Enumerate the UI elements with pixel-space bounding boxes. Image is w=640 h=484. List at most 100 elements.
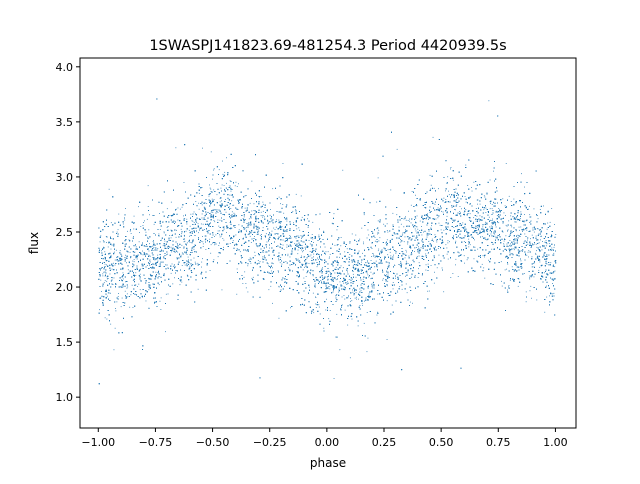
data-point xyxy=(111,263,113,265)
data-point xyxy=(426,232,428,234)
data-point xyxy=(370,260,372,261)
data-point xyxy=(202,147,203,149)
data-point xyxy=(490,203,491,204)
data-point xyxy=(111,244,113,246)
data-point xyxy=(532,266,534,268)
data-point xyxy=(521,266,523,268)
data-point xyxy=(446,182,448,184)
data-point xyxy=(447,226,449,228)
data-point xyxy=(436,267,438,269)
data-point xyxy=(222,238,224,239)
data-point xyxy=(333,279,334,281)
data-point xyxy=(329,288,331,290)
data-point xyxy=(212,178,213,180)
data-point xyxy=(379,237,381,239)
data-point xyxy=(163,257,165,259)
data-point xyxy=(198,232,199,234)
data-point xyxy=(357,271,359,273)
data-point xyxy=(553,254,555,256)
data-point xyxy=(515,238,517,240)
data-point xyxy=(367,274,369,276)
data-point xyxy=(152,245,154,247)
data-point xyxy=(301,237,302,239)
data-point xyxy=(459,206,461,207)
data-point xyxy=(119,260,121,261)
data-point xyxy=(528,250,530,252)
data-point xyxy=(447,176,449,178)
data-point xyxy=(349,254,351,255)
data-point xyxy=(382,279,384,281)
data-point xyxy=(523,273,525,274)
data-point xyxy=(124,257,126,259)
data-point xyxy=(268,289,270,291)
data-point xyxy=(544,255,545,257)
data-point xyxy=(259,261,261,263)
data-point xyxy=(386,230,388,231)
data-point xyxy=(170,201,172,203)
data-point xyxy=(386,300,388,302)
data-point xyxy=(455,234,457,235)
data-point xyxy=(466,230,467,232)
data-point xyxy=(376,314,378,316)
data-point xyxy=(457,276,459,277)
data-point xyxy=(266,241,268,243)
data-point xyxy=(337,284,338,286)
data-point xyxy=(351,318,353,320)
data-point xyxy=(445,190,446,192)
data-point xyxy=(197,288,199,290)
data-point xyxy=(484,277,486,279)
data-point xyxy=(508,195,510,197)
data-point xyxy=(410,204,412,206)
data-point xyxy=(352,278,353,280)
data-point xyxy=(411,276,412,278)
data-point xyxy=(483,195,485,197)
data-point xyxy=(445,244,447,246)
data-point xyxy=(362,252,363,254)
data-point xyxy=(181,233,183,235)
data-point xyxy=(530,238,531,240)
data-point xyxy=(350,298,351,299)
data-point xyxy=(209,238,211,240)
data-point xyxy=(364,300,365,302)
data-point xyxy=(550,262,552,264)
data-point xyxy=(238,224,240,226)
data-point xyxy=(245,287,247,289)
data-point xyxy=(288,267,289,268)
data-point xyxy=(361,270,362,272)
data-point xyxy=(278,256,280,258)
data-point xyxy=(512,253,514,255)
data-point xyxy=(400,261,402,262)
data-point xyxy=(491,248,493,250)
data-point xyxy=(498,208,500,209)
data-point xyxy=(551,247,553,249)
data-point xyxy=(214,236,215,237)
data-point xyxy=(523,220,525,222)
data-point xyxy=(246,231,247,232)
data-point xyxy=(217,219,219,221)
data-point xyxy=(148,229,150,231)
data-point xyxy=(419,230,421,231)
data-point xyxy=(102,275,104,277)
data-point xyxy=(337,272,338,274)
data-point xyxy=(410,253,412,255)
data-point xyxy=(148,255,150,257)
data-point xyxy=(213,217,214,219)
data-point xyxy=(110,323,112,325)
data-point xyxy=(509,253,511,255)
data-point xyxy=(139,289,141,291)
data-point xyxy=(184,264,186,266)
data-point xyxy=(470,203,471,204)
data-point xyxy=(543,205,544,207)
data-point xyxy=(137,254,139,256)
data-point xyxy=(280,222,281,224)
data-point xyxy=(279,243,281,245)
data-point xyxy=(453,227,455,228)
data-point xyxy=(366,272,368,274)
data-point xyxy=(469,244,471,246)
data-point xyxy=(314,284,316,286)
data-point xyxy=(224,171,226,173)
data-point xyxy=(189,265,191,267)
data-point xyxy=(506,243,508,245)
data-point xyxy=(259,196,260,198)
data-point xyxy=(395,252,397,254)
